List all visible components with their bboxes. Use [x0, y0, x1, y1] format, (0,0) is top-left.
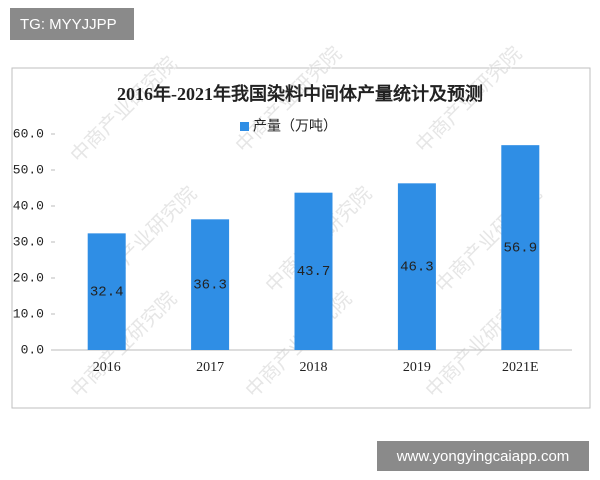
legend-swatch: [240, 122, 249, 131]
y-tick-label: 40.0: [13, 198, 44, 213]
tag-box: [10, 8, 134, 40]
x-tick-label: 2018: [300, 360, 328, 375]
x-tick-label: 2019: [403, 360, 431, 375]
y-tick-label: 20.0: [13, 270, 44, 285]
header-tag: TG: MYYJJPP: [20, 16, 117, 33]
value-label: 43.7: [297, 264, 331, 280]
y-tick-label: 10.0: [13, 306, 44, 321]
legend-label: 产量（万吨）: [253, 118, 337, 134]
bar: [501, 145, 540, 350]
chart-title: 2016年-2021年我国染料中间体产量统计及预测: [117, 83, 483, 104]
x-tick-label: 2021E: [502, 360, 539, 375]
value-label: 36.3: [193, 277, 227, 293]
plot: 产量（万吨） 0.0 10.0 20.0 30.0 40.0 50.0 60.0 2016 32.…: [13, 118, 572, 375]
value-label: 56.9: [503, 240, 537, 256]
value-label: 46.3: [400, 259, 434, 275]
bar: [294, 192, 333, 350]
value-label: 32.4: [90, 284, 124, 300]
y-tick-label: 30.0: [13, 234, 44, 249]
bar: [87, 233, 126, 350]
bar: [191, 219, 230, 350]
url-box: [377, 441, 589, 471]
y-tick-label: 50.0: [13, 162, 44, 177]
bar: [397, 183, 436, 350]
y-tick-label: 0.0: [21, 342, 44, 357]
footer-url: www.yongyingcaiapp.com: [396, 448, 570, 465]
y-tick-label: 60.0: [13, 126, 44, 141]
x-tick-label: 2017: [196, 360, 224, 375]
x-tick-label: 2016: [93, 360, 121, 375]
